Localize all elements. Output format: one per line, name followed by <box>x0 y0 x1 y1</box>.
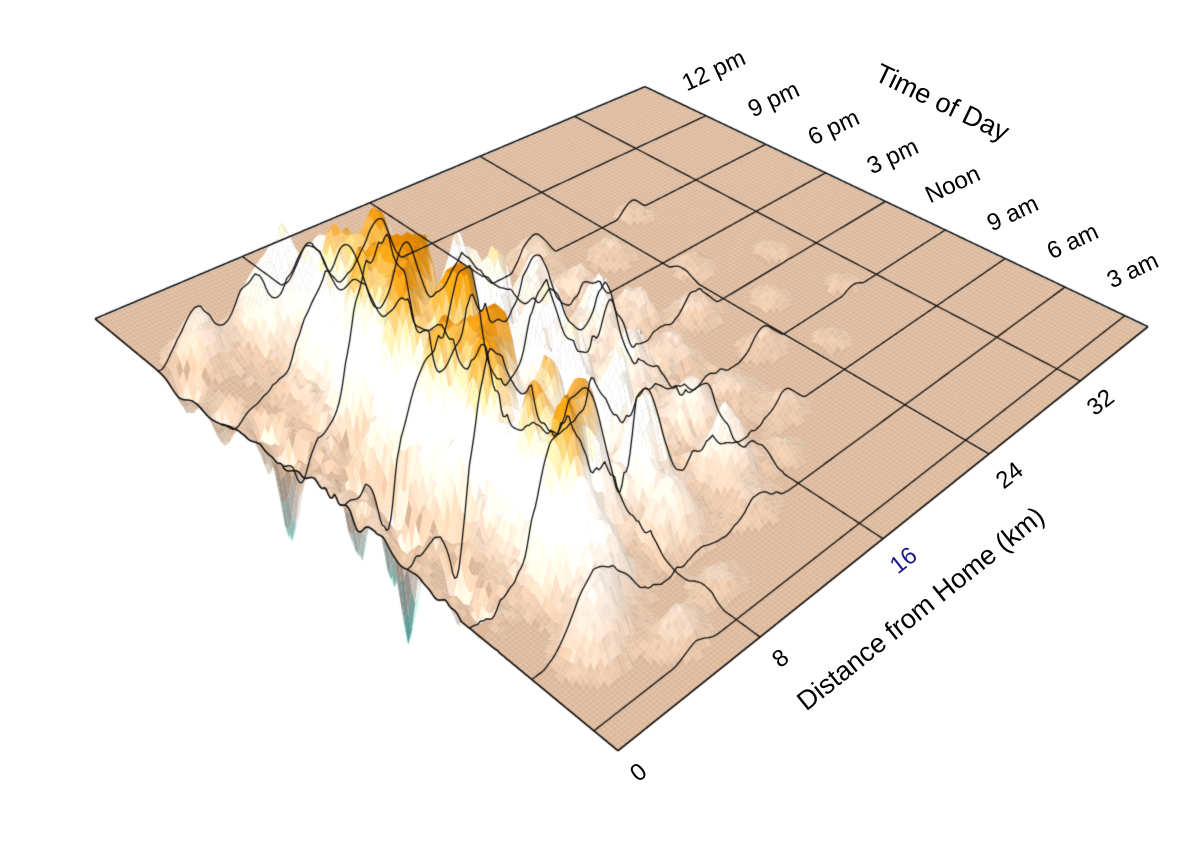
plot-area: Time of Day Distance from Home (km) 12 p… <box>0 0 1200 852</box>
surface-plot-canvas <box>0 0 1200 852</box>
